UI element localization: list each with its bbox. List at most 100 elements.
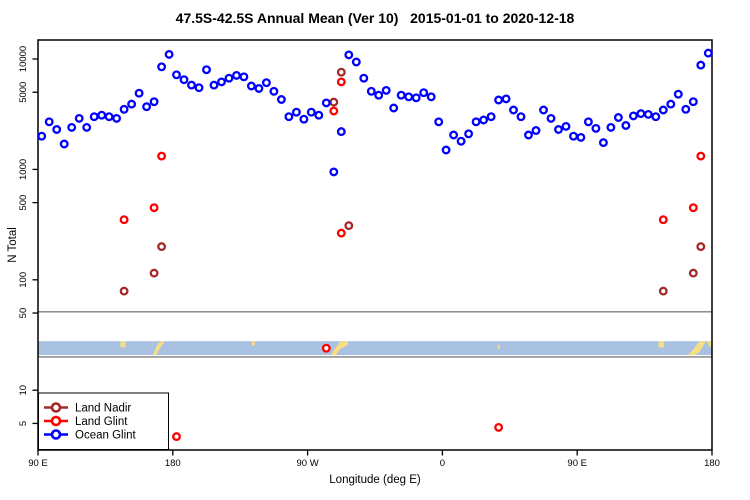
- point-ocean-glint: [576, 132, 586, 142]
- point-ocean-glint: [516, 112, 526, 122]
- point-ocean-glint: [389, 103, 399, 113]
- map-strip-land: [251, 341, 255, 346]
- point-ocean-glint: [501, 94, 511, 104]
- point-ocean-glint: [441, 145, 451, 155]
- point-ocean-glint: [471, 117, 481, 127]
- point-ocean-glint: [134, 88, 144, 98]
- point-ocean-glint: [651, 112, 661, 122]
- y-tick-label: 500: [18, 195, 29, 211]
- map-strip-land: [658, 341, 665, 348]
- point-ocean-glint: [479, 115, 489, 125]
- point-ocean-glint: [486, 112, 496, 122]
- point-land-glint: [321, 343, 331, 353]
- map-strip-land: [706, 341, 713, 349]
- point-land-nadir: [658, 286, 668, 296]
- point-ocean-glint: [67, 122, 77, 132]
- point-ocean-glint: [696, 60, 706, 70]
- point-ocean-glint: [569, 131, 578, 141]
- legend-label-land-nadir: Land Nadir: [75, 403, 131, 415]
- x-tick-label: 90 E: [567, 458, 587, 469]
- point-ocean-glint: [239, 72, 249, 82]
- map-strip-land: [120, 341, 126, 348]
- point-ocean-glint: [127, 99, 137, 109]
- point-ocean-glint: [217, 77, 226, 87]
- point-ocean-glint: [621, 121, 631, 130]
- point-land-glint: [172, 432, 181, 442]
- point-ocean-glint: [276, 95, 286, 104]
- legend-marker-land-glint: [50, 415, 62, 427]
- point-ocean-glint: [366, 86, 376, 96]
- point-ocean-glint: [291, 107, 301, 117]
- point-land-nadir: [119, 286, 129, 296]
- point-ocean-glint: [374, 90, 384, 100]
- point-land-glint: [688, 203, 698, 213]
- x-tick-label: 0: [440, 458, 445, 469]
- point-ocean-glint: [172, 70, 181, 80]
- y-tick-label: 10000: [18, 46, 29, 72]
- point-ocean-glint: [44, 117, 54, 127]
- point-ocean-glint: [598, 138, 608, 148]
- point-ocean-glint: [209, 80, 219, 90]
- legend-label-ocean-glint: Ocean Glint: [75, 430, 137, 442]
- point-ocean-glint: [112, 113, 122, 123]
- point-ocean-glint: [187, 80, 196, 90]
- x-tick-label: 180: [704, 458, 720, 469]
- point-ocean-glint: [419, 88, 429, 98]
- legend-marker-land-nadir: [50, 402, 62, 413]
- point-ocean-glint: [396, 90, 406, 100]
- y-tick-label: 5: [18, 421, 29, 426]
- x-tick-label: 90 W: [297, 458, 319, 469]
- map-strip-ocean: [38, 341, 712, 356]
- point-ocean-glint: [628, 111, 638, 121]
- chart-title: 47.5S-42.5S Annual Mean (Ver 10) 2015-01…: [175, 10, 575, 26]
- x-axis-label: Longitude (deg E): [329, 474, 421, 486]
- point-ocean-glint: [613, 113, 623, 122]
- point-ocean-glint: [591, 123, 601, 133]
- point-ocean-glint: [59, 139, 69, 149]
- point-land-nadir: [336, 67, 346, 77]
- point-ocean-glint: [299, 114, 309, 124]
- point-land-glint: [336, 228, 346, 238]
- point-ocean-glint: [82, 122, 92, 132]
- point-ocean-glint: [232, 70, 241, 80]
- point-land-nadir: [688, 268, 698, 278]
- map-strip-land: [497, 344, 500, 349]
- legend-marker-ocean-glint: [50, 429, 62, 440]
- y-tick-label: 10: [18, 385, 29, 396]
- point-ocean-glint: [269, 86, 279, 96]
- point-ocean-glint: [246, 81, 256, 91]
- point-ocean-glint: [179, 75, 189, 85]
- point-land-glint: [149, 203, 159, 213]
- point-ocean-glint: [643, 109, 653, 119]
- y-axis-label: N Total: [7, 227, 19, 263]
- point-ocean-glint: [434, 117, 444, 127]
- point-ocean-glint: [411, 93, 421, 103]
- map-strip-land: [152, 341, 165, 356]
- point-ocean-glint: [583, 117, 593, 127]
- point-ocean-glint: [606, 122, 616, 132]
- point-ocean-glint: [52, 125, 62, 134]
- point-ocean-glint: [449, 130, 459, 140]
- point-land-nadir: [149, 268, 159, 278]
- point-ocean-glint: [539, 105, 548, 115]
- point-ocean-glint: [157, 62, 167, 72]
- point-ocean-glint: [142, 102, 152, 112]
- point-ocean-glint: [89, 112, 99, 122]
- point-ocean-glint: [509, 105, 518, 115]
- y-tick-label: 100: [18, 272, 29, 288]
- point-land-glint: [119, 215, 129, 225]
- point-ocean-glint: [703, 48, 713, 58]
- point-ocean-glint: [561, 121, 571, 131]
- x-tick-label: 180: [165, 458, 181, 469]
- x-tick-label: 90 E: [28, 458, 48, 469]
- point-land-glint: [157, 151, 167, 161]
- point-land-glint: [696, 151, 706, 161]
- point-ocean-glint: [97, 110, 107, 120]
- point-ocean-glint: [336, 127, 346, 137]
- y-tick-label: 1000: [18, 159, 29, 180]
- point-land-glint: [336, 77, 346, 87]
- point-ocean-glint: [314, 110, 324, 120]
- point-ocean-glint: [426, 92, 436, 102]
- point-ocean-glint: [464, 129, 474, 139]
